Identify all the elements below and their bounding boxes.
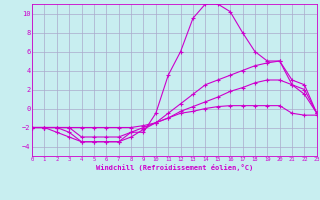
X-axis label: Windchill (Refroidissement éolien,°C): Windchill (Refroidissement éolien,°C)	[96, 164, 253, 171]
